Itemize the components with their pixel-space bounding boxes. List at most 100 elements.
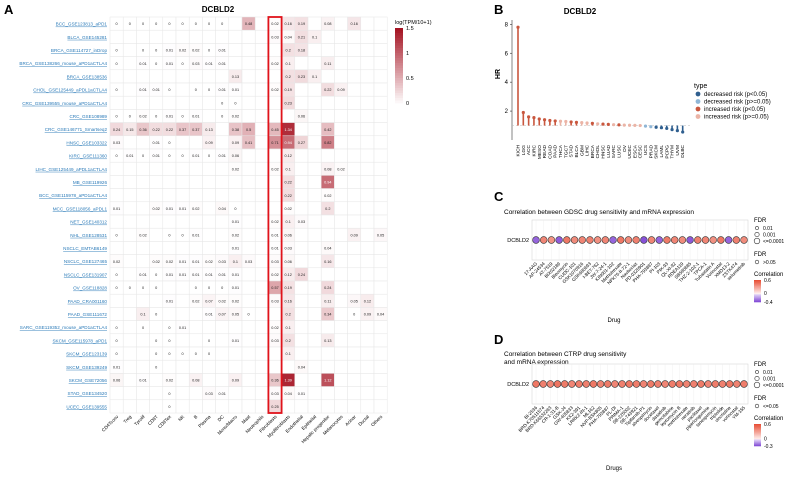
heatmap-cell bbox=[373, 175, 388, 189]
heatmap-scale-step bbox=[395, 53, 403, 56]
heatmap-cell bbox=[162, 29, 177, 44]
ctrp-dot bbox=[690, 380, 698, 388]
heatmap-cell bbox=[122, 241, 137, 255]
hr-x-tick-label: PAAD bbox=[553, 144, 559, 157]
heatmap-cell bbox=[320, 386, 335, 401]
heatmap-cell bbox=[175, 386, 190, 401]
heatmap-cell bbox=[373, 280, 388, 295]
heatmap-cell bbox=[162, 175, 177, 189]
heatmap-value: 0.01 bbox=[139, 88, 146, 92]
ctrp-dot bbox=[539, 380, 547, 388]
gdsc-dot bbox=[570, 236, 579, 244]
heatmap-cell bbox=[254, 280, 269, 295]
heatmap-value: 0 bbox=[168, 233, 170, 237]
heatmap-cell bbox=[334, 320, 348, 335]
hr-point bbox=[670, 127, 674, 132]
heatmap-cell bbox=[347, 320, 362, 335]
heatmap-cell bbox=[334, 386, 348, 401]
heatmap-cell bbox=[268, 69, 282, 84]
ctrp-dot bbox=[625, 380, 633, 388]
heatmap-cell bbox=[188, 69, 203, 84]
gdsc-dot bbox=[532, 236, 540, 244]
heatmap-cell bbox=[109, 241, 124, 255]
heatmap-row-label: BLCA_GSE145281 bbox=[67, 35, 107, 40]
heatmap-cell bbox=[241, 69, 256, 84]
heatmap-cell bbox=[347, 373, 362, 387]
heatmap-scale-step bbox=[395, 45, 403, 49]
heatmap-value: 0.22 bbox=[324, 88, 331, 92]
heatmap-cell bbox=[360, 109, 375, 123]
heatmap-cell bbox=[307, 43, 322, 57]
ctrp-fdr-swatch bbox=[755, 370, 759, 374]
heatmap-value: 0.13 bbox=[205, 128, 212, 132]
heatmap-cell bbox=[373, 109, 388, 123]
ctrp-dot bbox=[568, 380, 576, 388]
gdsc-xlabel: Drug bbox=[607, 318, 620, 324]
hr-x-tick-label: LUAD bbox=[606, 144, 612, 157]
heatmap-cell bbox=[254, 214, 269, 229]
heatmap-cell bbox=[215, 69, 230, 84]
heatmap-cell bbox=[373, 399, 388, 414]
gdsc-dot bbox=[655, 236, 663, 244]
heatmap-cell bbox=[162, 161, 177, 176]
heatmap-value: 0 bbox=[116, 286, 118, 290]
heatmap-cell bbox=[268, 346, 282, 361]
heatmap-cell bbox=[109, 29, 124, 44]
hr-point bbox=[532, 115, 536, 120]
heatmap-cell bbox=[215, 135, 230, 150]
heatmap-row-label: SKCM_GSE139249 bbox=[66, 365, 107, 370]
heatmap-value: 0 bbox=[168, 154, 170, 158]
heatmap-cell bbox=[360, 69, 375, 84]
heatmap-cell bbox=[360, 201, 375, 216]
heatmap-cell bbox=[347, 201, 362, 216]
heatmap-cell bbox=[320, 359, 335, 374]
heatmap-cell bbox=[307, 333, 322, 348]
hr-x-tick-label: THYM bbox=[670, 145, 676, 159]
ctrp-dot bbox=[668, 380, 676, 388]
heatmap-cell bbox=[254, 201, 269, 216]
gdsc-fdr-ns-title: FDR bbox=[754, 252, 767, 258]
heatmap-value: 0.16 bbox=[285, 22, 292, 26]
ctrp-dot bbox=[596, 380, 605, 388]
heatmap-cell bbox=[254, 188, 269, 203]
heatmap-cell bbox=[307, 320, 322, 335]
gdsc-dot bbox=[617, 236, 625, 244]
heatmap-cell bbox=[254, 148, 269, 163]
hr-x-tick-label: UCEC bbox=[627, 144, 633, 158]
heatmap-scale-step bbox=[395, 65, 403, 69]
heatmap-cell bbox=[347, 43, 362, 57]
heatmap-cell bbox=[268, 109, 282, 123]
heatmap-cell bbox=[294, 56, 309, 71]
heatmap-cell bbox=[188, 307, 203, 321]
heatmap-cell bbox=[175, 293, 190, 308]
heatmap-cell bbox=[109, 95, 124, 110]
heatmap-cell bbox=[149, 293, 164, 308]
heatmap-cell bbox=[307, 293, 322, 308]
heatmap-cell bbox=[334, 267, 348, 282]
heatmap-cell bbox=[373, 69, 388, 84]
heatmap-cell bbox=[122, 175, 137, 189]
heatmap-cell bbox=[334, 43, 348, 57]
heatmap-value: 0.01 bbox=[126, 154, 133, 158]
heatmap-cell bbox=[228, 346, 243, 361]
hr-x-tick-label: UCS bbox=[643, 145, 649, 155]
heatmap-cell bbox=[360, 359, 375, 374]
heatmap-cell bbox=[241, 293, 256, 308]
heatmap-cell bbox=[149, 69, 164, 84]
heatmap-cell bbox=[347, 109, 362, 123]
ctrp-corr-step bbox=[754, 424, 761, 426]
ctrp-corr-step bbox=[754, 439, 761, 441]
hr-point bbox=[675, 129, 679, 133]
heatmap-cell bbox=[136, 201, 150, 216]
gdsc-corr-step bbox=[754, 281, 761, 283]
ctrp-corr-tick: 0.6 bbox=[764, 422, 771, 428]
heatmap-row-label: BRCA_GSE114727_inDrop bbox=[51, 48, 108, 53]
heatmap-value: 0.1 bbox=[312, 35, 317, 39]
ctrp-dot bbox=[675, 380, 684, 388]
panel-b-hr-plot: DCBLD2 HR type 2 4 6 8 KICH LGG ACC KIRC MESO REA… bbox=[495, 7, 771, 159]
heatmap-cell bbox=[294, 241, 309, 255]
ctrp-dot bbox=[704, 380, 712, 388]
ctrp-corr-step bbox=[754, 425, 761, 427]
heatmap-cell bbox=[307, 95, 322, 110]
heatmap-value: 0.38 bbox=[232, 128, 239, 132]
